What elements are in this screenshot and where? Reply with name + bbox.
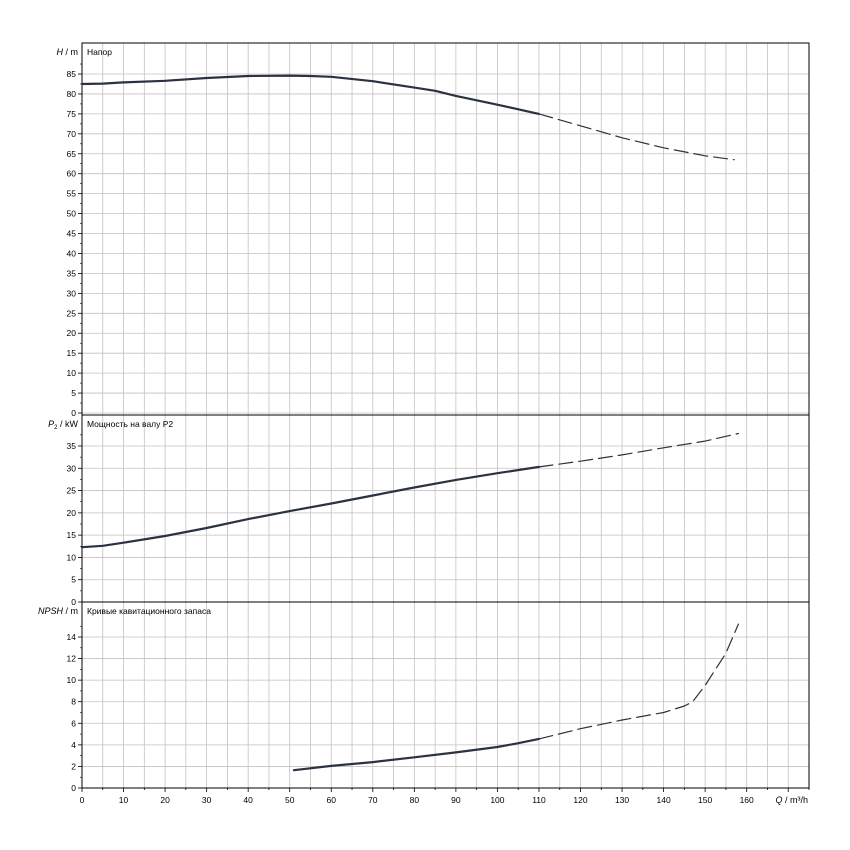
y-tick-label: 25 (67, 308, 77, 318)
y-tick-label: 15 (67, 348, 77, 358)
y-tick-label: 5 (71, 388, 76, 398)
y-axis-label: P2 / kW (48, 419, 78, 431)
y-tick-label: 2 (71, 761, 76, 771)
y-tick-label: 30 (67, 288, 77, 298)
panel-title: Кривые кавитационного запаса (87, 606, 211, 616)
x-tick-label: 120 (573, 795, 587, 805)
y-tick-label: 15 (67, 530, 77, 540)
y-tick-label: 85 (67, 69, 77, 79)
y-axis-subscript: 2 (54, 425, 58, 431)
x-tick-label: 50 (285, 795, 295, 805)
y-tick-label: 20 (67, 508, 77, 518)
y-tick-label: 10 (67, 675, 77, 685)
x-tick-label: 140 (657, 795, 671, 805)
x-axis-variable: Q (775, 795, 782, 805)
y-tick-label: 20 (67, 328, 77, 338)
x-tick-label: 10 (119, 795, 129, 805)
y-axis-label: H / m (57, 47, 79, 57)
x-axis-unit: / m³/h (782, 795, 808, 805)
x-tick-label: 90 (451, 795, 461, 805)
x-tick-label: 20 (160, 795, 170, 805)
panel-frame (81, 42, 810, 416)
x-tick-label: 110 (532, 795, 546, 805)
npsh-curve-dashed (538, 623, 740, 740)
y-tick-label: 55 (67, 189, 77, 199)
y-tick-label: 4 (71, 740, 76, 750)
y-tick-label: 14 (67, 632, 77, 642)
panel-frame (81, 414, 810, 603)
head-curve-solid (80, 74, 541, 116)
x-tick-label: 60 (327, 795, 337, 805)
y-axis-unit: / kW (58, 419, 79, 429)
x-tick-label: 160 (740, 795, 754, 805)
y-tick-label: 35 (67, 441, 77, 451)
x-tick-label: 80 (410, 795, 420, 805)
x-tick-label: 0 (80, 795, 85, 805)
panel-title: Мощность на валу P2 (87, 419, 173, 429)
y-tick-label: 12 (67, 654, 77, 664)
y-tick-label: 40 (67, 248, 77, 258)
y-axis-unit: / m (63, 47, 78, 57)
y-tick-label: 30 (67, 463, 77, 473)
power-curve-dashed (538, 432, 740, 468)
y-tick-label: 0 (71, 783, 76, 793)
panel-title: Напор (87, 47, 112, 57)
y-tick-label: 50 (67, 209, 77, 219)
x-tick-label: 130 (615, 795, 629, 805)
head-curve-dashed (538, 113, 735, 161)
y-tick-label: 45 (67, 229, 77, 239)
y-tick-label: 70 (67, 129, 77, 139)
panel-frame (81, 601, 810, 789)
y-axis-unit: / m (63, 606, 78, 616)
npsh-curve-solid (292, 737, 541, 772)
x-tick-label: 100 (490, 795, 504, 805)
y-tick-label: 10 (67, 368, 77, 378)
y-tick-label: 5 (71, 575, 76, 585)
y-axis-variable: P (48, 419, 54, 429)
y-tick-label: 25 (67, 486, 77, 496)
y-tick-label: 80 (67, 89, 77, 99)
y-axis-label: NPSH / m (38, 606, 78, 616)
x-axis-label: Q / m³/h (775, 795, 808, 805)
x-tick-label: 150 (698, 795, 712, 805)
x-tick-label: 30 (202, 795, 212, 805)
y-axis-variable: NPSH (38, 606, 64, 616)
y-tick-label: 10 (67, 552, 77, 562)
y-tick-label: 75 (67, 109, 77, 119)
y-axis-variable: H (57, 47, 64, 57)
x-tick-label: 70 (368, 795, 378, 805)
y-tick-label: 6 (71, 718, 76, 728)
x-tick-label: 40 (243, 795, 253, 805)
y-tick-label: 65 (67, 149, 77, 159)
y-tick-label: 0 (71, 597, 76, 607)
y-tick-label: 60 (67, 169, 77, 179)
power-curve-solid (80, 465, 541, 549)
y-tick-label: 0 (71, 408, 76, 418)
y-tick-label: 35 (67, 268, 77, 278)
y-tick-label: 8 (71, 697, 76, 707)
